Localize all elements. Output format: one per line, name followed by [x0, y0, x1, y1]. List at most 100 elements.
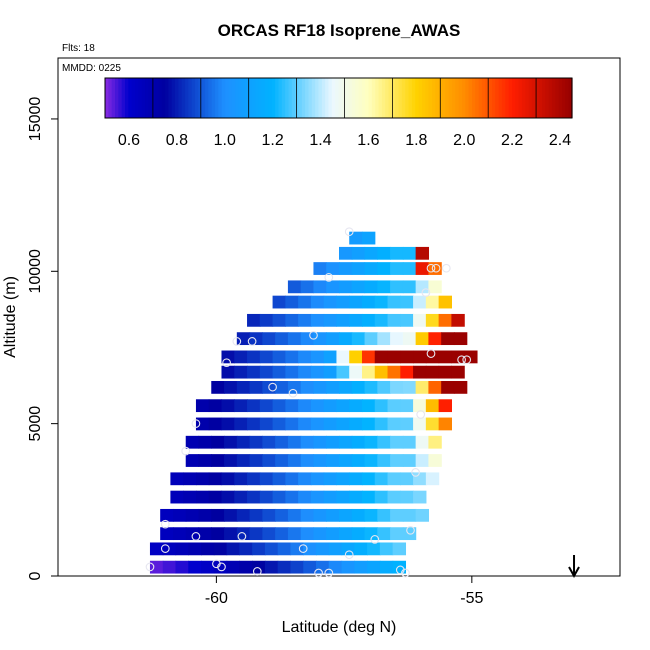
colorbar-swatch: [258, 78, 263, 118]
heatmap-cell: [361, 490, 376, 504]
heatmap-cell: [428, 454, 442, 467]
heatmap-cell: [175, 542, 189, 556]
colorbar-swatch: [301, 78, 306, 118]
colorbar-swatch: [251, 78, 256, 118]
heatmap-cell: [341, 560, 355, 574]
heatmap-cell: [224, 454, 238, 467]
heatmap-cell: [208, 417, 223, 431]
heatmap-cell: [390, 380, 404, 394]
heatmap-cell: [211, 508, 225, 522]
colorbar-swatch: [531, 78, 536, 118]
sample-point: [401, 568, 410, 578]
heatmap-cell: [323, 399, 338, 413]
heatmap-cell: [310, 490, 325, 504]
heatmap-cell: [287, 332, 302, 346]
colorbar-swatch: [521, 78, 526, 118]
heatmap-cell: [247, 472, 261, 486]
heatmap-cell: [367, 542, 381, 556]
heatmap-cell: [415, 454, 430, 467]
colorbar-swatch: [161, 78, 166, 118]
heatmap-cell: [425, 399, 440, 413]
heatmap-cell: [239, 560, 253, 574]
colorbar-swatch: [245, 78, 250, 118]
heatmap-cell: [339, 508, 353, 522]
colorbar-swatch: [138, 78, 143, 118]
heatmap-cell: [224, 508, 238, 522]
sample-point: [344, 227, 354, 237]
heatmap-cell: [428, 332, 442, 346]
colorbar-swatch: [158, 78, 163, 118]
colorbar-swatch: [171, 78, 176, 118]
colorbar-swatch: [231, 78, 236, 118]
heatmap-cell: [379, 560, 394, 574]
heatmap-cell: [221, 399, 235, 413]
heatmap-cell: [413, 295, 427, 309]
heatmap-cell: [364, 246, 378, 260]
heatmap-cell: [313, 527, 327, 541]
x-tick-label: -55: [460, 590, 483, 607]
heatmap-cell: [183, 472, 197, 486]
colorbar-swatch: [501, 78, 506, 118]
colorbar-swatch: [321, 78, 326, 118]
heatmap-cell: [390, 246, 404, 260]
heatmap-cell: [402, 262, 417, 275]
heatmap-cell: [247, 350, 261, 364]
heatmap-cell: [287, 380, 302, 394]
heatmap-cell: [172, 527, 187, 541]
colorbar-swatch: [341, 78, 346, 118]
sample-point: [406, 525, 415, 535]
heatmap-cell: [224, 380, 238, 394]
heatmap-cell: [351, 454, 366, 467]
colorbar-tick-label: 2.0: [453, 132, 475, 149]
heatmap-cell: [336, 350, 350, 364]
heatmap-cell: [170, 490, 184, 504]
sample-point: [441, 263, 451, 273]
colorbar-swatch: [548, 78, 553, 118]
heatmap-cell: [351, 332, 366, 346]
heatmap-cell: [402, 280, 417, 294]
heatmap-cell: [438, 313, 452, 327]
heatmap-cell: [387, 490, 401, 504]
colorbar-swatch: [261, 78, 266, 118]
heatmap-cell: [361, 417, 376, 431]
colorbar-swatch: [528, 78, 533, 118]
heatmap-cell: [300, 454, 315, 467]
colorbar-swatch: [505, 78, 510, 118]
colorbar-swatch: [355, 78, 360, 118]
colorbar-swatch: [185, 78, 189, 118]
colorbar-swatch: [468, 78, 473, 118]
heatmap-cell: [316, 542, 330, 556]
heatmap-cell: [298, 313, 312, 327]
heatmap-cell: [313, 380, 327, 394]
heatmap-cell: [326, 435, 340, 449]
heatmap-cell: [349, 313, 363, 327]
colorbar-swatch: [211, 78, 216, 118]
colorbar-swatch: [135, 78, 139, 118]
colorbar-swatch: [115, 78, 119, 118]
colorbar-swatch: [538, 78, 543, 118]
heatmap-cell: [428, 435, 442, 449]
sample-point: [344, 550, 354, 560]
colorbar-swatch: [308, 78, 313, 118]
heatmap-cell: [339, 454, 353, 467]
heatmap-cell: [415, 435, 430, 449]
colorbar-swatch: [105, 78, 109, 118]
colorbar-swatch: [165, 78, 169, 118]
colorbar-swatch: [345, 78, 350, 118]
heatmap-cell: [387, 417, 401, 431]
colorbar-swatch: [375, 78, 380, 118]
colorbar-swatch: [328, 78, 333, 118]
heatmap-cell: [402, 332, 417, 346]
heatmap-cell: [387, 472, 401, 486]
heatmap-cell: [349, 365, 363, 379]
sample-point: [457, 355, 466, 365]
heatmap-cell: [364, 332, 378, 346]
y-axis-label: Altitude (m): [2, 276, 19, 358]
heatmap-cell: [170, 472, 184, 486]
heatmap-cell: [349, 350, 363, 364]
heatmap-cell: [272, 350, 286, 364]
heatmap-cell: [425, 295, 440, 309]
heatmap-cell: [290, 560, 304, 574]
heatmap-cell: [249, 508, 263, 522]
